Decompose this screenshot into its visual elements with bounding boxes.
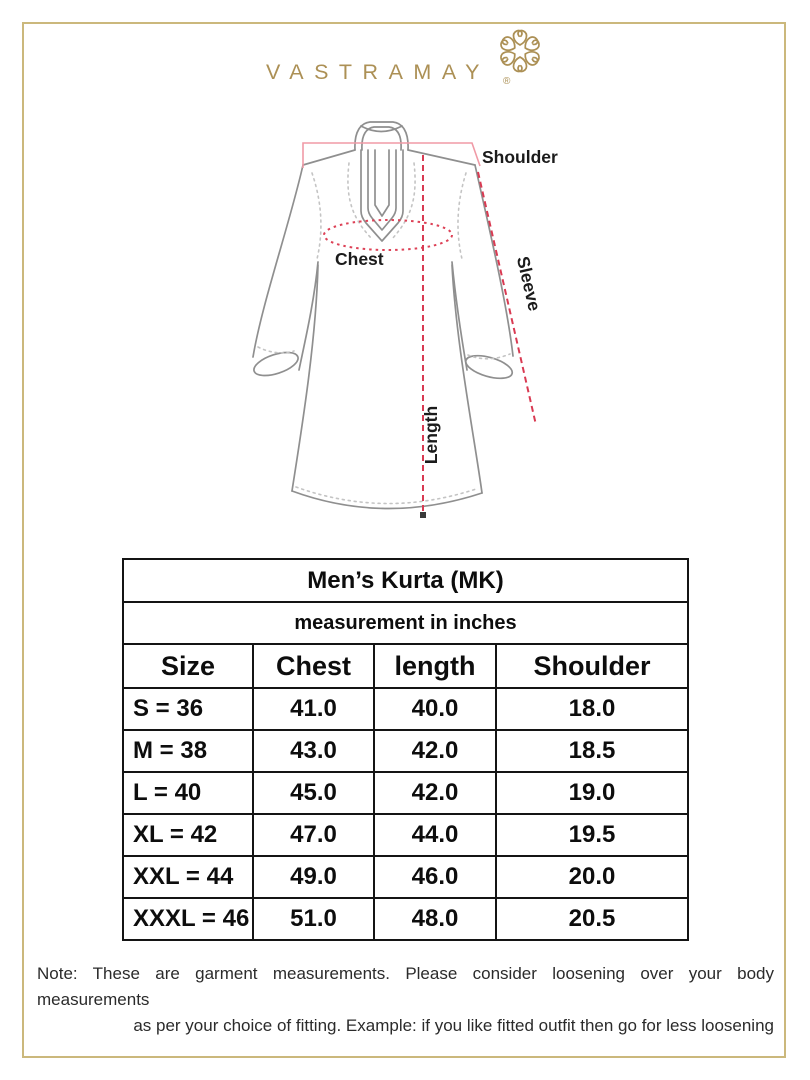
size-chart-table: Men’s Kurta (MK) measurement in inches S… [121, 558, 690, 941]
column-header-shoulder: Shoulder [494, 643, 690, 689]
measurement-cell: 47.0 [252, 813, 375, 857]
measurement-cell: 48.0 [373, 897, 497, 941]
measurement-cell: 43.0 [252, 729, 375, 773]
length-line-end-marker [420, 512, 426, 518]
ornament-petals [500, 29, 540, 73]
table-subtitle-row: measurement in inches [121, 601, 690, 645]
size-cell: S = 36 [122, 687, 254, 731]
table-row: S = 36 41.0 40.0 18.0 [122, 687, 690, 731]
size-cell: L = 40 [122, 771, 254, 815]
table-row: XXXL = 46 51.0 48.0 20.5 [122, 897, 690, 941]
note: Note: These are garment measurements. Pl… [37, 961, 774, 1039]
diagram-label-shoulder: Shoulder [482, 147, 558, 167]
measurement-cell: 45.0 [252, 771, 375, 815]
size-cell: XL = 42 [122, 813, 254, 857]
measurement-cell: 18.5 [494, 729, 690, 773]
table-title: Men’s Kurta (MK) [121, 558, 690, 603]
diagram-label-chest: Chest [335, 249, 384, 269]
table-row: XXL = 44 49.0 46.0 20.0 [122, 855, 690, 899]
diagram-label-sleeve: Sleeve [513, 254, 545, 313]
diagram-label-length: Length [421, 406, 441, 464]
table-row: M = 38 43.0 42.0 18.5 [122, 729, 690, 773]
garment-stitch-lines [257, 162, 511, 505]
size-cell: XXXL = 46 [122, 897, 254, 941]
measurement-cell: 20.0 [494, 855, 690, 899]
measurement-cell: 18.0 [494, 687, 690, 731]
measurement-cell: 40.0 [373, 687, 497, 731]
note-line-2: as per your choice of fitting. Example: … [133, 1016, 774, 1035]
measurement-cell: 19.0 [494, 771, 690, 815]
size-cell: XXL = 44 [122, 855, 254, 899]
size-table-body: S = 36 41.0 40.0 18.0 M = 38 43.0 42.0 18.5 L = … [122, 687, 690, 941]
measurement-cell: 42.0 [373, 771, 497, 815]
note-line-1: Note: These are garment measurements. Pl… [37, 964, 774, 1009]
sleeve-measure-line [477, 171, 537, 426]
column-header-row: Size Chest length Shoulder [122, 643, 690, 689]
table-subtitle: measurement in inches [121, 601, 690, 645]
column-header-size: Size [122, 643, 254, 689]
shoulder-measure-line [302, 142, 481, 168]
measurement-cell: 20.5 [494, 897, 690, 941]
measurement-cell: 42.0 [373, 729, 497, 773]
measurement-cell: 44.0 [373, 813, 497, 857]
kurta-measurement-diagram: Shoulder Chest Length Sleeve [252, 121, 558, 518]
registered-trademark: ® [503, 76, 511, 87]
measurement-cell: 46.0 [373, 855, 497, 899]
brand-wordmark: VASTRAMAY [266, 60, 490, 84]
measurement-cell: 41.0 [252, 687, 375, 731]
garment-outline [252, 121, 514, 510]
table-row: L = 40 45.0 42.0 19.0 [122, 771, 690, 815]
table-title-row: Men’s Kurta (MK) [121, 558, 690, 603]
brand-ornament-icon [500, 29, 540, 73]
table-row: XL = 42 47.0 44.0 19.5 [122, 813, 690, 857]
measurement-cell: 51.0 [252, 897, 375, 941]
chest-measure-ellipse [323, 219, 453, 251]
column-header-chest: Chest [252, 643, 375, 689]
size-cell: M = 38 [122, 729, 254, 773]
measurement-cell: 49.0 [252, 855, 375, 899]
measurement-cell: 19.5 [494, 813, 690, 857]
column-header-length: length [373, 643, 497, 689]
